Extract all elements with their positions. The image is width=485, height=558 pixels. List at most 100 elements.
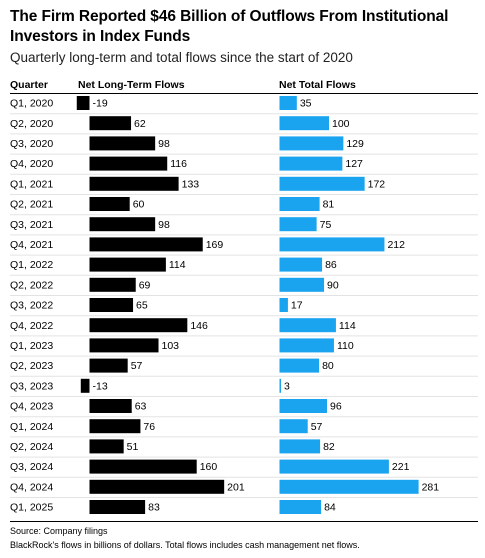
quarter-label: Q1, 2022 — [10, 259, 53, 271]
long-term-bar — [89, 197, 130, 211]
quarter-label: Q3, 2023 — [10, 380, 53, 392]
total-bar — [279, 257, 323, 272]
long-term-bar — [89, 399, 132, 413]
long-term-value-label: 83 — [148, 502, 160, 514]
long-term-value-label: 160 — [200, 461, 218, 473]
total-bar — [279, 96, 297, 110]
long-term-value-label: 62 — [134, 118, 146, 130]
total-column-header: Net Total Flows — [279, 79, 356, 91]
long-term-bar — [80, 378, 90, 393]
long-term-value-label: 169 — [206, 239, 224, 251]
quarter-label: Q3, 2022 — [10, 300, 53, 312]
quarter-label: Q1, 2020 — [10, 98, 53, 110]
total-value-label: 281 — [422, 481, 440, 493]
quarter-column-header: Quarter — [10, 79, 48, 91]
quarter-label: Q1, 2021 — [10, 178, 53, 190]
total-bar — [279, 136, 344, 151]
quarter-label: Q4, 2020 — [10, 158, 53, 170]
quarter-label: Q4, 2022 — [10, 320, 53, 332]
total-value-label: 100 — [332, 118, 350, 130]
long-term-bar — [89, 419, 141, 434]
long-term-column-header: Net Long-Term Flows — [78, 79, 185, 91]
long-term-value-label: 133 — [182, 178, 200, 190]
long-term-bar — [89, 237, 203, 252]
total-bar — [279, 439, 321, 454]
quarter-label: Q2, 2022 — [10, 279, 53, 291]
long-term-bar — [89, 156, 168, 171]
quarter-label: Q1, 2025 — [10, 502, 53, 514]
long-term-value-label: 98 — [158, 138, 170, 150]
long-term-bar — [89, 459, 197, 474]
total-value-label: 57 — [311, 421, 323, 433]
total-value-label: 114 — [339, 320, 356, 332]
total-value-label: 75 — [320, 219, 332, 231]
total-value-label: 172 — [368, 178, 386, 190]
total-bar — [279, 399, 328, 413]
total-value-label: 17 — [291, 300, 303, 312]
total-bar — [279, 318, 336, 333]
total-bar — [279, 116, 329, 131]
total-value-label: 82 — [323, 441, 335, 453]
quarter-label: Q2, 2024 — [10, 441, 53, 453]
total-value-label: 221 — [392, 461, 410, 473]
total-bar — [279, 459, 389, 474]
long-term-value-label: 57 — [131, 360, 143, 372]
total-bar — [279, 277, 325, 292]
long-term-bar — [89, 217, 156, 232]
long-term-value-label: 98 — [158, 219, 170, 231]
source-note: Source: Company filings — [10, 526, 108, 536]
quarter-label: Q1, 2024 — [10, 421, 53, 433]
total-bar — [279, 500, 322, 514]
long-term-bar — [89, 439, 124, 454]
total-bar — [279, 419, 308, 434]
long-term-bar — [89, 136, 156, 151]
quarter-label: Q1, 2023 — [10, 340, 53, 352]
chart-subtitle: Quarterly long-term and total flows sinc… — [10, 50, 353, 65]
long-term-value-label: 69 — [139, 279, 151, 291]
total-value-label: 35 — [300, 98, 312, 110]
long-term-value-label: 63 — [135, 401, 147, 413]
quarter-label: Q3, 2020 — [10, 138, 53, 150]
total-bar — [279, 176, 365, 191]
quarter-label: Q4, 2021 — [10, 239, 53, 251]
long-term-value-label: 103 — [162, 340, 180, 352]
total-bar — [279, 298, 288, 312]
long-term-value-label: 114 — [169, 259, 186, 271]
long-term-bar — [89, 298, 134, 312]
long-term-bar — [89, 257, 166, 272]
long-term-bar — [89, 176, 179, 191]
long-term-value-label: 116 — [170, 158, 187, 170]
long-term-bar — [76, 96, 90, 110]
chart-title: The Firm Reported $46 Billion of Outflow… — [10, 8, 449, 45]
total-value-label: 127 — [345, 158, 363, 170]
long-term-value-label: 65 — [136, 300, 148, 312]
long-term-value-label: 201 — [227, 481, 245, 493]
total-value-label: 90 — [327, 279, 339, 291]
quarter-label: Q4, 2024 — [10, 481, 53, 493]
long-term-bar — [89, 500, 146, 514]
footnote: BlackRock's flows in billions of dollars… — [10, 540, 360, 550]
quarter-label: Q3, 2021 — [10, 219, 53, 231]
long-term-bar — [89, 318, 188, 333]
total-bar — [279, 378, 281, 393]
total-value-label: 3 — [284, 380, 290, 392]
total-value-label: 110 — [337, 340, 354, 352]
total-bar — [279, 217, 317, 232]
header-rule — [10, 93, 478, 94]
long-term-value-label: -19 — [93, 98, 108, 110]
total-bar — [279, 338, 334, 353]
total-bar — [279, 358, 320, 373]
total-bar — [279, 479, 419, 494]
long-term-value-label: 60 — [133, 199, 145, 211]
total-bar — [279, 237, 385, 252]
total-value-label: 129 — [346, 138, 364, 150]
quarter-label: Q2, 2021 — [10, 199, 53, 211]
long-term-bar — [89, 479, 225, 494]
quarter-label: Q2, 2020 — [10, 118, 53, 130]
long-term-value-label: 51 — [127, 441, 139, 453]
long-term-bar — [89, 116, 132, 131]
flows-table-chart: Q1, 2020 -19 35 Q2, 2020 62 100 Q3, 2020 98 129 Q… — [10, 96, 478, 514]
long-term-bar — [89, 358, 128, 373]
total-value-label: 212 — [387, 239, 405, 251]
long-term-bar — [89, 338, 159, 353]
